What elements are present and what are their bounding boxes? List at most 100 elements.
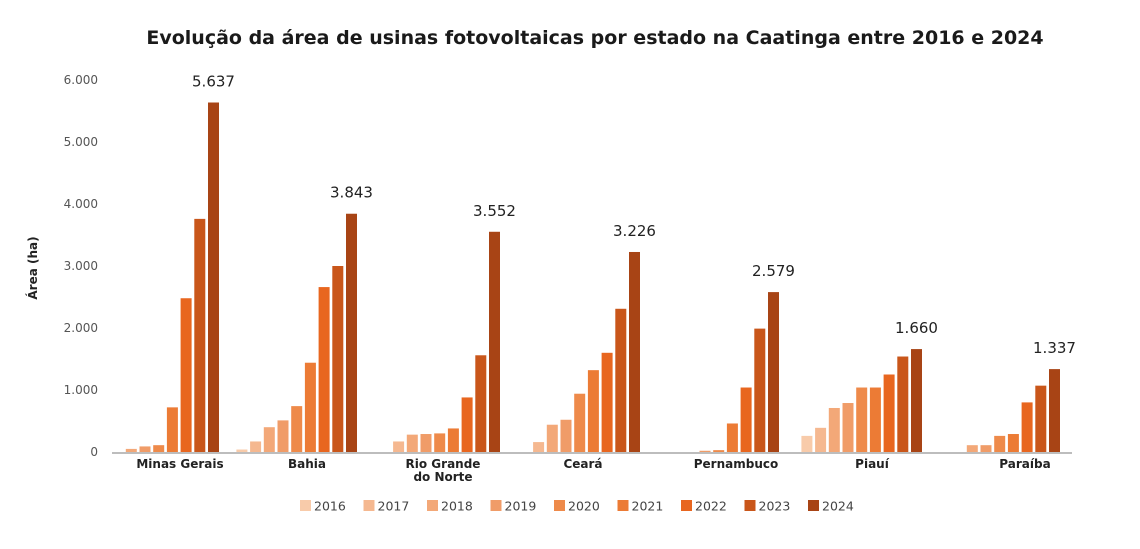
bar-2021 — [587, 370, 599, 452]
bar-2020 — [291, 406, 303, 452]
legend-label: 2023 — [759, 499, 791, 514]
bar-2023 — [332, 266, 344, 452]
bars — [125, 102, 1060, 453]
y-tick-label: 5.000 — [64, 135, 98, 149]
x-tick-label: Paraíba — [999, 457, 1050, 471]
x-tick-label: Ceará — [563, 457, 602, 471]
y-tick-label: 1.000 — [64, 383, 98, 397]
bar-group — [533, 251, 640, 452]
legend-item: 2024 — [808, 499, 854, 514]
bar-2023 — [615, 308, 627, 452]
legend-item: 2022 — [681, 499, 727, 514]
bar-2024 — [911, 349, 922, 452]
bar-2016 — [236, 449, 248, 452]
bar-2020 — [434, 433, 446, 452]
bar-2018 — [546, 424, 558, 452]
bar-2019 — [277, 420, 289, 452]
bar-2020 — [574, 393, 586, 452]
bar-2021 — [447, 428, 459, 452]
bar-2022 — [180, 298, 192, 452]
bar-2021 — [166, 407, 178, 452]
data-label: 3.843 — [330, 184, 373, 202]
bar-2019 — [699, 450, 711, 452]
legend-label: 2017 — [378, 499, 410, 514]
bar-2020 — [153, 445, 165, 452]
y-tick-label: 0 — [90, 445, 98, 459]
bar-group — [393, 231, 500, 452]
y-tick-label: 3.000 — [64, 259, 98, 273]
chart-title: Evolução da área de usinas fotovoltaicas… — [146, 27, 1043, 49]
legend-swatch — [808, 500, 819, 511]
data-label: 3.226 — [613, 222, 656, 240]
bar-2018 — [125, 448, 137, 452]
bar-2017 — [815, 427, 827, 452]
x-tick-label: do Norte — [413, 470, 472, 484]
legend-label: 2018 — [441, 499, 473, 514]
bar-2022 — [318, 287, 330, 452]
data-label: 1.660 — [895, 319, 938, 337]
bar-2021 — [304, 362, 316, 452]
legend-label: 2016 — [314, 499, 346, 514]
bar-2024 — [489, 231, 500, 452]
legend-label: 2022 — [695, 499, 727, 514]
data-labels: 5.637 3.843 3.552 3.226 2.579 1.660 1.337 — [192, 73, 1076, 358]
bar-2017 — [250, 441, 262, 452]
legend-swatch — [617, 500, 629, 511]
bar-2019 — [980, 445, 992, 452]
bar-2019 — [420, 434, 432, 452]
data-label: 3.552 — [473, 202, 516, 220]
legend-item: 2019 — [490, 499, 537, 514]
y-axis: 0 1.000 2.000 3.000 4.000 5.000 6.000 — [64, 73, 98, 459]
legend-swatch — [363, 500, 375, 511]
bar-2016 — [801, 435, 813, 452]
bar-2023 — [754, 328, 766, 452]
data-label: 2.579 — [752, 262, 795, 280]
bar-2018 — [263, 427, 275, 452]
legend: 2016 2017 2018 2019 2020 2021 2022 2023 2024 — [300, 499, 854, 514]
bar-2018 — [966, 445, 978, 452]
bar-2024 — [208, 102, 219, 453]
data-label: 5.637 — [192, 73, 235, 91]
bar-2020 — [994, 435, 1006, 452]
bar-2023 — [897, 356, 909, 452]
bar-2018 — [406, 434, 418, 452]
legend-label: 2019 — [505, 499, 537, 514]
legend-item: 2016 — [300, 499, 346, 514]
legend-swatch — [554, 500, 565, 511]
bar-2024 — [768, 292, 779, 452]
bar-2022 — [1021, 402, 1033, 452]
data-label: 1.337 — [1033, 339, 1076, 357]
bar-group — [699, 292, 779, 452]
x-tick-label: Bahia — [288, 457, 326, 471]
bar-2018 — [828, 407, 840, 452]
legend-item: 2018 — [427, 499, 473, 514]
y-tick-label: 6.000 — [64, 73, 98, 87]
bar-2019 — [560, 419, 572, 452]
legend-label: 2021 — [632, 499, 664, 514]
x-tick-label: Rio Grande — [406, 457, 481, 471]
bar-2021 — [869, 387, 881, 452]
bar-2021 — [1007, 434, 1019, 452]
bar-2019 — [842, 403, 854, 452]
x-tick-label: Pernambuco — [694, 457, 779, 471]
legend-item: 2017 — [363, 499, 410, 514]
x-tick-label: Minas Gerais — [136, 457, 223, 471]
bar-2021 — [726, 423, 738, 452]
legend-item: 2021 — [617, 499, 664, 514]
y-tick-label: 2.000 — [64, 321, 98, 335]
bar-2022 — [883, 374, 895, 452]
bar-2022 — [601, 352, 613, 452]
bar-2017 — [393, 441, 405, 452]
legend-item: 2020 — [554, 499, 600, 514]
bar-group — [125, 102, 219, 453]
bar-2019 — [139, 446, 151, 452]
y-axis-label: Área (ha) — [25, 236, 40, 299]
bar-group — [966, 369, 1060, 452]
legend-item: 2023 — [744, 499, 791, 514]
bar-2020 — [713, 450, 725, 452]
legend-label: 2024 — [822, 499, 854, 514]
bar-2020 — [856, 387, 868, 452]
legend-swatch — [681, 500, 692, 511]
bar-2022 — [461, 397, 473, 452]
